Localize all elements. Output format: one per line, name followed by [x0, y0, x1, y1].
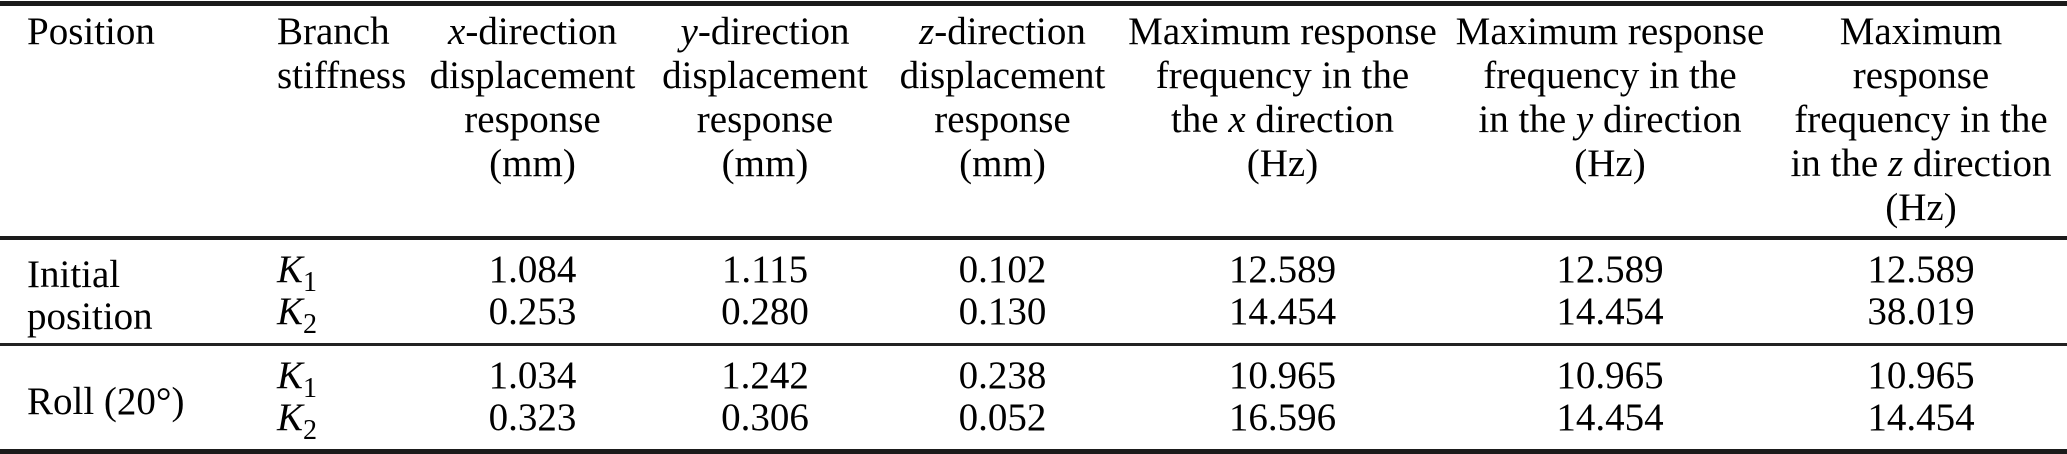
- axis-variable: y: [680, 10, 698, 53]
- stiffness-cell: K1: [255, 345, 420, 403]
- value-cell: 1.242: [721, 354, 809, 397]
- header-line: displacement: [899, 54, 1106, 97]
- value-cell: 1.115: [721, 248, 809, 291]
- stiffness-symbol: K: [277, 396, 304, 439]
- stiffness-subscript: 1: [303, 266, 318, 298]
- header-line: Position: [27, 10, 155, 53]
- stiffness-symbol: K: [277, 248, 304, 291]
- header-line: stiffness: [277, 54, 407, 97]
- stiffness-subscript: 2: [303, 414, 318, 446]
- value-cell: 0.102: [958, 248, 1047, 291]
- position-cell: Initial position: [27, 253, 153, 338]
- header-line: frequency in the: [1483, 54, 1737, 97]
- value-cell: 38.019: [1867, 290, 1975, 333]
- value-cell: 1.084: [488, 248, 577, 291]
- col-header-z-displacement: z-direction displacement response (mm): [885, 4, 1120, 239]
- stiffness-cell: K2: [255, 291, 420, 345]
- value-cell: 14.454: [1556, 396, 1664, 439]
- group-roll-20deg: Roll (20°) K1 1.034 1.242 0.238 10.965 1…: [0, 344, 2067, 452]
- col-header-y-frequency: Maximum response frequency in the in the…: [1445, 4, 1775, 239]
- axis-variable: x: [1228, 98, 1246, 141]
- header-line: response: [464, 98, 601, 141]
- col-header-position: Position: [0, 4, 255, 239]
- header-line: Maximum response: [1128, 10, 1437, 53]
- stiffness-symbol: K: [277, 290, 304, 333]
- table-row: Initial position K1 1.084 1.115 0.102 12…: [0, 238, 2067, 338]
- header-line: displacement: [429, 54, 636, 97]
- table-row: K2 0.253 0.280 0.130 14.454 14.454 38.01…: [0, 291, 2067, 345]
- value-cell: 10.965: [1556, 354, 1664, 397]
- col-header-x-frequency: Maximum response frequency in the the x …: [1120, 4, 1445, 239]
- header-line: x-direction: [448, 10, 617, 53]
- axis-variable: y: [1575, 98, 1594, 141]
- table-row: Roll (20°) K1 1.034 1.242 0.238 10.965 1…: [0, 345, 2067, 423]
- table-header: Position Branch stiffness x-direction di…: [0, 4, 2067, 239]
- value-cell: 14.454: [1556, 290, 1664, 333]
- col-header-x-displacement: x-direction displacement response (mm): [420, 4, 645, 239]
- value-cell: 10.965: [1228, 354, 1337, 397]
- col-header-y-displacement: y-direction displacement response (mm): [645, 4, 885, 239]
- value-cell: 16.596: [1228, 396, 1337, 439]
- table-row: K2 0.323 0.306 0.052 16.596 14.454 14.45…: [0, 397, 2067, 452]
- stiffness-subscript: 2: [303, 308, 318, 340]
- value-cell: 1.034: [488, 354, 577, 397]
- stiffness-subscript: 1: [303, 372, 318, 404]
- header-unit: (mm): [721, 142, 809, 185]
- header-line: y-direction: [680, 10, 850, 53]
- header-unit: (Hz): [1574, 142, 1646, 185]
- header-line: z-direction: [919, 10, 1086, 53]
- value-cell: 0.306: [721, 396, 809, 439]
- stiffness-symbol: K: [277, 354, 304, 397]
- value-cell: 0.280: [721, 290, 809, 333]
- header-line: in the z direction: [1790, 142, 2052, 185]
- header-line: frequency in the: [1155, 54, 1410, 97]
- axis-variable: z: [919, 10, 935, 53]
- value-cell: 0.253: [488, 290, 577, 333]
- header-unit: (mm): [489, 142, 576, 185]
- header-line: the x direction: [1170, 98, 1395, 141]
- group-initial-position: Initial position K1 1.084 1.115 0.102 12…: [0, 238, 2067, 345]
- header-unit: (Hz): [1885, 186, 1957, 229]
- header-row: Position Branch stiffness x-direction di…: [0, 4, 2067, 239]
- header-line: Maximum response: [1455, 10, 1765, 53]
- axis-variable: x: [448, 10, 466, 53]
- value-cell: 12.589: [1556, 248, 1664, 291]
- value-cell: 0.052: [958, 396, 1047, 439]
- header-line: frequency in the: [1794, 98, 2048, 141]
- col-header-branch-stiffness: Branch stiffness: [255, 4, 420, 239]
- header-line: Maximum response: [1839, 10, 2003, 97]
- value-cell: 0.323: [488, 396, 577, 439]
- value-cell: 0.130: [958, 290, 1047, 333]
- header-line: response: [696, 98, 834, 141]
- value-cell: 0.238: [958, 354, 1047, 397]
- header-unit: (mm): [959, 142, 1046, 185]
- value-cell: 10.965: [1867, 354, 1975, 397]
- header-line: Branch: [277, 10, 390, 53]
- value-cell: 12.589: [1228, 248, 1337, 291]
- header-line: in the y direction: [1478, 98, 1742, 141]
- value-cell: 12.589: [1867, 248, 1975, 291]
- value-cell: 14.454: [1867, 396, 1975, 439]
- header-unit: (Hz): [1246, 142, 1319, 185]
- stiffness-cell: K2: [255, 397, 420, 452]
- header-line: displacement: [662, 54, 868, 97]
- header-line: response: [934, 98, 1071, 141]
- stiffness-cell: K1: [255, 238, 420, 297]
- position-cell: Roll (20°): [27, 380, 185, 423]
- col-header-z-frequency: Maximum response frequency in the in the…: [1775, 4, 2067, 239]
- axis-variable: z: [1887, 142, 1904, 185]
- value-cell: 14.454: [1228, 290, 1337, 333]
